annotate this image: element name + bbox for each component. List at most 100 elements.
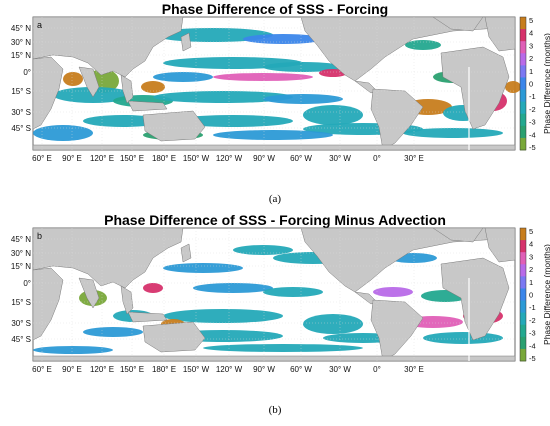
panel-a-caption: (a)	[268, 193, 282, 205]
ssp-patch	[193, 283, 273, 293]
lat-label: 15° S	[11, 298, 31, 307]
colorbar-tick: -1	[529, 92, 536, 101]
land-mass	[484, 227, 516, 263]
lat-label: 0°	[23, 68, 31, 77]
ssp-patch	[303, 314, 363, 334]
colorbar-segment	[520, 17, 526, 30]
colorbar-segment	[520, 101, 526, 115]
ssp-patch	[33, 346, 113, 354]
ssp-patch	[213, 130, 333, 140]
land-mass	[78, 66, 100, 98]
colorbar-tick: 4	[529, 29, 533, 38]
colorbar-tick: -3	[529, 118, 536, 127]
ssp-patch	[213, 73, 313, 81]
lon-label: 60° E	[32, 365, 52, 374]
lon-label: 150° E	[120, 154, 144, 163]
colorbar-segment	[520, 41, 526, 54]
lon-label: 150° W	[183, 365, 210, 374]
ssp-patch	[303, 105, 363, 125]
ssp-patch	[163, 309, 283, 323]
ssp-patch	[141, 81, 165, 93]
lon-label: 120° W	[216, 154, 243, 163]
panel-b-caption: (b)	[268, 404, 282, 416]
ssp-patch	[153, 72, 213, 82]
lat-label: 45° S	[11, 335, 31, 344]
colorbar-segment	[520, 252, 526, 265]
land-mass	[127, 311, 168, 323]
colorbar-frame	[519, 16, 527, 151]
ssp-patch	[233, 245, 293, 255]
lat-label: 15° S	[11, 87, 31, 96]
colorbar-segment	[520, 137, 526, 151]
lat-label: 0°	[23, 279, 31, 288]
map-panel-b: b	[32, 227, 516, 362]
colorbar-segment	[520, 348, 526, 362]
lat-label: 30° N	[11, 249, 31, 258]
colorbar-tick: 5	[529, 227, 533, 236]
lat-label: 30° S	[11, 319, 31, 328]
panel-b-title: Phase Difference of SSS - Forcing Minus …	[104, 212, 446, 228]
lon-label: 180° E	[152, 154, 176, 163]
colorbar-tick: 3	[529, 252, 533, 261]
land-mass	[32, 355, 516, 362]
land-mass	[127, 100, 168, 112]
lon-label: 90° W	[253, 154, 275, 163]
lat-label: 30° S	[11, 108, 31, 117]
land-mass	[32, 267, 64, 341]
ssp-patch	[423, 332, 503, 344]
lat-label: 30° N	[11, 38, 31, 47]
land-mass	[370, 299, 424, 362]
colorbar-tick: -4	[529, 130, 536, 139]
lat-label: 45° N	[11, 24, 31, 33]
land-mass	[32, 16, 184, 78]
colorbar-tick: 5	[529, 16, 533, 25]
lon-label: 120° E	[90, 154, 114, 163]
lon-label: 60° W	[290, 365, 312, 374]
land-mass	[120, 285, 134, 315]
lon-label: 0°	[373, 365, 381, 374]
colorbar-segment	[520, 113, 526, 127]
ssp-patch	[505, 81, 521, 93]
ssp-patch	[163, 263, 243, 273]
colorbar-tick: -2	[529, 316, 536, 325]
map-panel-a: a	[32, 16, 521, 151]
colorbar-tick: 3	[529, 41, 533, 50]
lon-label: 90° W	[253, 365, 275, 374]
land-mass	[32, 227, 184, 289]
ssp-patch	[153, 91, 293, 103]
colorbar-segment	[520, 312, 526, 326]
ssp-patch	[83, 115, 163, 127]
colorbar-segment	[520, 53, 526, 66]
lon-label: 60° W	[290, 154, 312, 163]
colorbar-segment	[520, 276, 526, 289]
colorbar-tick: -2	[529, 105, 536, 114]
lon-label: 150° W	[183, 154, 210, 163]
land-mass	[484, 16, 516, 52]
lon-label: 30° W	[329, 365, 351, 374]
colorbar-segment	[520, 89, 526, 103]
colorbar-tick: 2	[529, 54, 533, 63]
ssp-patch	[243, 34, 323, 44]
lat-label: 15° N	[11, 51, 31, 60]
colorbar-segment	[520, 288, 526, 301]
land-mass	[142, 110, 206, 142]
ssp-patch	[403, 128, 503, 138]
lat-label: 45° S	[11, 124, 31, 133]
colorbar-tick: -3	[529, 329, 536, 338]
colorbar-tick: -5	[529, 143, 536, 152]
colorbar-frame	[519, 227, 527, 362]
lon-label: 90° E	[62, 365, 82, 374]
ssp-patch	[263, 62, 343, 72]
lat-label: 15° N	[11, 262, 31, 271]
ssp-patch	[405, 40, 441, 50]
ssp-patch	[33, 125, 93, 141]
lon-label: 30° E	[404, 154, 424, 163]
land-mass	[440, 46, 510, 130]
panel-letter: b	[37, 231, 42, 241]
colorbar-tick: -1	[529, 303, 536, 312]
ssp-patch	[83, 327, 143, 337]
colorbar-tick: 0	[529, 291, 533, 300]
lat-label: 45° N	[11, 235, 31, 244]
colorbar-segment	[520, 228, 526, 241]
